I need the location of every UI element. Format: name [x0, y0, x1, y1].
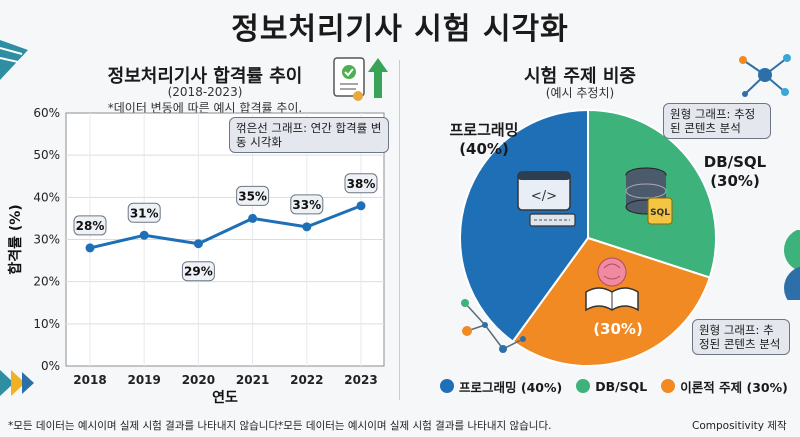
pie-label-db-name: DB/SQL — [703, 153, 767, 171]
decorative-arc-icon — [784, 230, 800, 300]
legend-label: 프로그래밍 (40%) — [459, 379, 563, 395]
data-label-text: 29% — [184, 265, 213, 279]
series-line — [89, 204, 362, 250]
x-tick-label: 2018 — [73, 373, 106, 387]
pie-label-programming-pct: (40%) — [459, 140, 509, 158]
x-tick-label: 2020 — [182, 373, 215, 387]
pie-label-programming: 프로그래밍 (40%) — [424, 121, 544, 159]
y-tick-label: 40% — [33, 190, 60, 204]
y-tick-label: 10% — [33, 317, 60, 331]
data-label-text: 33% — [292, 198, 321, 212]
pie-label-programming-name: 프로그래밍 — [449, 121, 519, 139]
data-point — [356, 201, 366, 211]
data-label: 38% — [344, 173, 378, 194]
line-chart: 0% 10% 20% 30% 40% 50% 60% 2018 2019 2020 2021 2022… — [7, 106, 385, 406]
legend-item-db: DB/SQL — [576, 379, 647, 394]
pie-legend: 프로그래밍 (40%) DB/SQL 이론적 주제 (30%) — [440, 375, 790, 397]
x-tick-label: 2019 — [127, 373, 160, 387]
y-tick-label: 60% — [33, 106, 60, 120]
footer-note-1: *모든 데이터는 예시이며 실제 시험 결과를 나타내지 않습니다. — [8, 420, 282, 432]
legend-swatch — [661, 379, 676, 393]
data-label-text: 31% — [130, 206, 159, 220]
line-chart-title: 정보처리기사 합격률 추이 — [107, 66, 303, 87]
data-label-text: 28% — [76, 219, 105, 233]
y-tick-label: 0% — [41, 359, 60, 373]
legend-swatch — [576, 379, 591, 393]
data-label: 35% — [236, 185, 270, 206]
x-axis-label: 연도 — [212, 390, 238, 406]
svg-text:</>: </> — [531, 189, 557, 204]
legend-item-programming: 프로그래밍 (40%) — [440, 377, 562, 396]
data-label-box — [236, 185, 270, 206]
data-label-box — [127, 202, 161, 223]
molecule-icon — [461, 299, 526, 353]
pie-chart: </> SQL — [459, 108, 717, 367]
line-chart-callout: 꺾은선 그래프: 연간 합격률 변동 시각화 — [229, 117, 389, 153]
legend-label: DB/SQL — [595, 378, 648, 394]
data-label-box — [73, 215, 107, 236]
pie-label-theory-pct: (30%) — [593, 320, 643, 338]
pie-chart-subtitle: (예시 추정치) — [545, 86, 615, 100]
pie-label-db-pct: (30%) — [710, 172, 760, 190]
pie-chart-title: 시험 주제 비중 — [524, 66, 636, 87]
data-label-text: 38% — [347, 177, 376, 191]
data-label: 28% — [73, 215, 107, 236]
data-point — [248, 213, 258, 223]
line-chart-note: *데이터 변동에 따른 예시 합격률 추이. — [107, 101, 303, 115]
database-icon: SQL — [625, 167, 673, 225]
line-chart-subtitle: (2018-2023) — [167, 85, 243, 99]
data-label: 29% — [181, 261, 215, 282]
y-axis-label: 합격률 (%) — [7, 204, 24, 274]
svg-text:SQL: SQL — [650, 208, 670, 218]
data-point — [85, 243, 95, 253]
brain-book-icon — [585, 257, 639, 312]
decorative-stripes-icon — [0, 40, 28, 80]
data-label-box — [344, 173, 378, 194]
divider — [399, 60, 400, 400]
pie-slice-programming — [459, 108, 589, 343]
data-point — [302, 222, 312, 232]
data-label: 31% — [127, 202, 161, 223]
x-tick-label: 2021 — [236, 373, 269, 387]
legend-item-theory: 이론적 주제 (30%) — [661, 377, 788, 396]
y-tick-label: 30% — [33, 233, 60, 247]
data-point — [139, 230, 149, 240]
footer-note-2: *모든 데이터는 예시이며 실제 시험 결과를 나타내지 않습니다. — [278, 420, 552, 432]
x-tick-label: 2022 — [290, 373, 323, 387]
main-title: 정보처리기사 시험 시각화 — [231, 12, 569, 47]
data-point — [193, 239, 203, 249]
legend-swatch — [440, 379, 454, 393]
footer-credit: Compositivity 제작 — [692, 420, 787, 432]
pie-label-db: DB/SQL (30%) — [680, 153, 790, 191]
data-label-box — [181, 261, 215, 282]
decorative-arrows-icon — [0, 370, 34, 396]
x-tick-label: 2023 — [344, 373, 377, 387]
legend-label: 이론적 주제 (30%) — [680, 379, 788, 395]
y-tick-label: 20% — [33, 275, 60, 289]
network-icon — [739, 54, 791, 97]
pie-callout-db: 원형 그래프: 추정된 콘텐츠 분석 — [663, 103, 771, 139]
data-label-text: 35% — [238, 189, 267, 203]
pie-callout-theory: 원형 그래프: 추정된 콘텐츠 분석 — [692, 319, 790, 355]
code-window-icon: </> — [517, 171, 576, 227]
data-label-box — [290, 194, 324, 215]
certificate-growth-icon — [333, 57, 388, 101]
y-tick-label: 50% — [33, 148, 60, 162]
data-label: 33% — [290, 194, 324, 215]
